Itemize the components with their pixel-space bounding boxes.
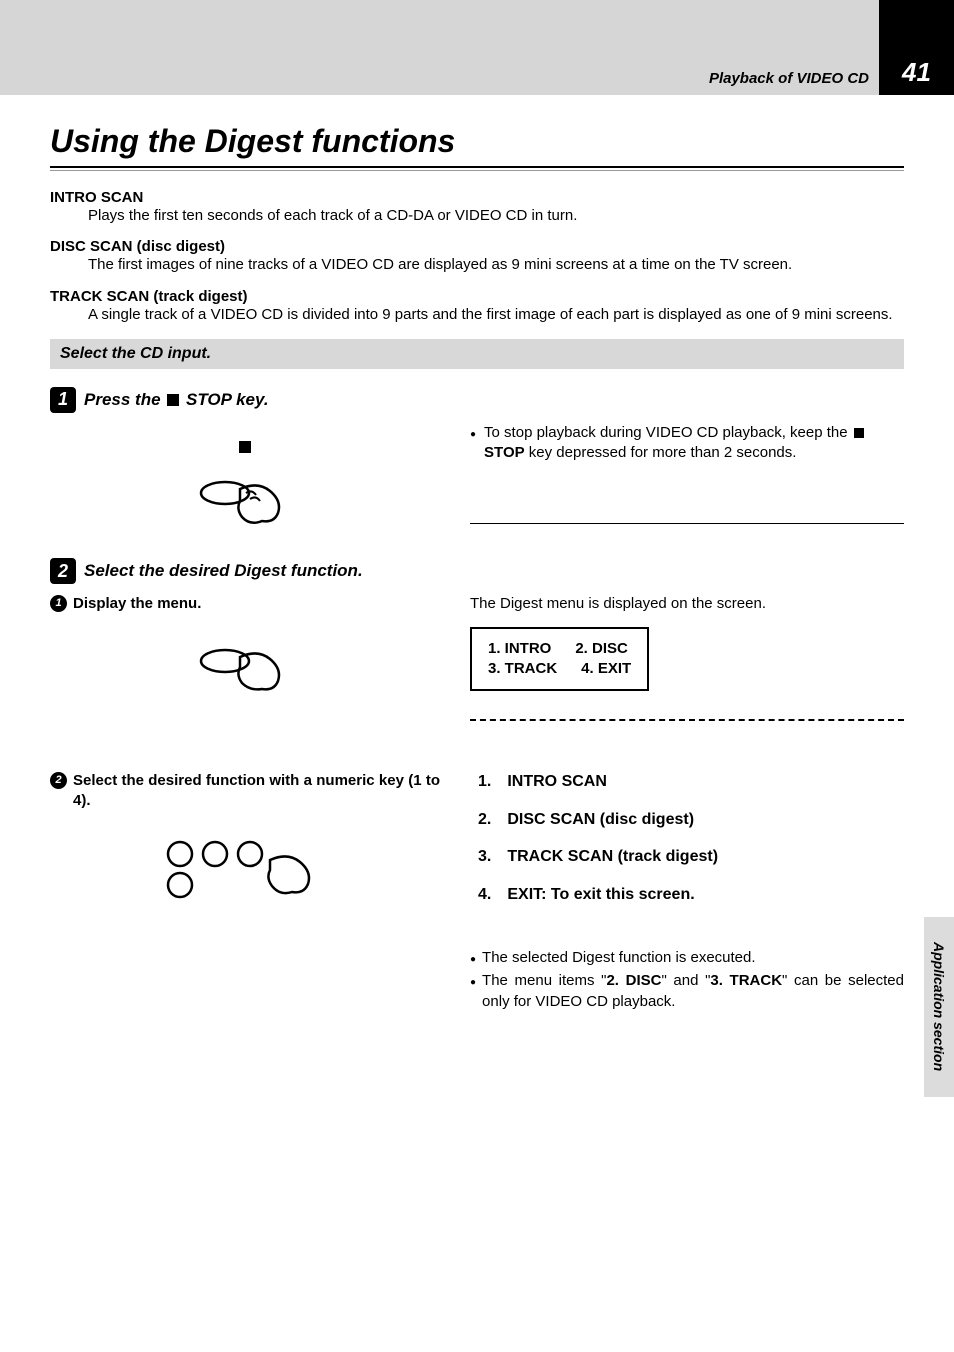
digest-menu-box: 1. INTRO 2. DISC 3. TRACK 4. EXIT	[470, 627, 649, 692]
list-item: 1. INTRO SCAN	[478, 771, 904, 793]
step-title-b: STOP key.	[186, 390, 269, 409]
menu-item: 3. TRACK	[488, 659, 557, 679]
stop-icon	[167, 394, 179, 406]
def-desc: Plays the first ten seconds of each trac…	[88, 206, 904, 226]
bullet-icon	[470, 947, 476, 970]
list-item: 4. EXIT: To exit this screen.	[478, 884, 904, 906]
menu-item: 1. INTRO	[488, 639, 551, 659]
hand-press-icon	[190, 471, 300, 531]
step-1-figure	[50, 423, 440, 535]
note-text: The selected Digest function is executed…	[482, 947, 756, 970]
note-text: The menu items "	[482, 972, 606, 989]
list-item: 3. TRACK SCAN (track digest)	[478, 846, 904, 868]
note-bullet: To stop playback during VIDEO CD playbac…	[470, 423, 904, 464]
note-bullet: The menu items "2. DISC" and "3. TRACK" …	[470, 970, 904, 1012]
menu-caption: The Digest menu is displayed on the scre…	[470, 594, 904, 614]
step-1-header: 1 Press the STOP key.	[50, 387, 904, 413]
def-desc: The first images of nine tracks of a VID…	[88, 255, 904, 275]
list-text: INTRO SCAN	[507, 771, 607, 793]
list-num: 1.	[478, 771, 491, 793]
note-stop: STOP	[484, 444, 525, 461]
list-text: DISC SCAN (disc digest)	[507, 809, 694, 831]
substep-2: 2 Select the desired function with a num…	[50, 771, 440, 812]
substep-number-icon: 1	[50, 595, 67, 612]
step-2-header: 2 Select the desired Digest function.	[50, 558, 904, 584]
title-rule	[50, 166, 904, 168]
definition-block: DISC SCAN (disc digest) The first images…	[50, 238, 904, 275]
instruction-bar: Select the CD input.	[50, 339, 904, 369]
def-term: INTRO SCAN	[50, 189, 904, 206]
side-tab-label: Application section	[931, 942, 947, 1071]
stop-icon	[854, 428, 864, 438]
page-body: Using the Digest functions INTRO SCAN Pl…	[0, 95, 954, 1352]
substep-text: Display the menu.	[73, 594, 440, 614]
def-term: DISC SCAN (disc digest)	[50, 238, 904, 255]
note-bold: 3. TRACK	[710, 972, 782, 989]
list-text: TRACK SCAN (track digest)	[507, 846, 718, 868]
title-rule-light	[50, 170, 904, 171]
substep-1: 1 Display the menu.	[50, 594, 440, 614]
step-number-icon: 1	[50, 387, 76, 413]
section-header: Playback of VIDEO CD	[709, 70, 869, 87]
def-term: TRACK SCAN (track digest)	[50, 288, 904, 305]
bullet-icon	[470, 423, 476, 464]
divider	[470, 523, 904, 524]
list-text: EXIT: To exit this screen.	[507, 884, 694, 906]
numeric-keys-hand-icon	[160, 830, 330, 910]
dashed-divider	[470, 719, 904, 721]
def-desc: A single track of a VIDEO CD is divided …	[88, 305, 904, 325]
definition-block: TRACK SCAN (track digest) A single track…	[50, 288, 904, 325]
definition-block: INTRO SCAN Plays the first ten seconds o…	[50, 189, 904, 226]
list-item: 2. DISC SCAN (disc digest)	[478, 809, 904, 831]
note-text: key depressed for more than 2 seconds.	[529, 444, 797, 461]
menu-item: 4. EXIT	[581, 659, 631, 679]
side-tab: Application section	[924, 917, 954, 1097]
step-number-icon: 2	[50, 558, 76, 584]
step-title-a: Press the	[84, 390, 161, 409]
note-bold: 2. DISC	[606, 972, 661, 989]
note-bullet: The selected Digest function is executed…	[470, 947, 904, 970]
note-text: To stop playback during VIDEO CD playbac…	[484, 424, 848, 441]
list-num: 4.	[478, 884, 491, 906]
hand-press-icon	[190, 633, 300, 693]
page-number: 41	[879, 50, 954, 95]
step-title: Press the STOP key.	[84, 390, 269, 410]
substep-number-icon: 2	[50, 772, 67, 789]
stop-icon	[239, 441, 251, 453]
note-text: " and "	[661, 972, 710, 989]
step-title: Select the desired Digest function.	[84, 561, 363, 581]
list-num: 2.	[478, 809, 491, 831]
substep-text: Select the desired function with a numer…	[73, 771, 440, 812]
menu-item: 2. DISC	[575, 639, 628, 659]
list-num: 3.	[478, 846, 491, 868]
bullet-icon	[470, 970, 476, 1012]
main-title: Using the Digest functions	[50, 123, 904, 160]
